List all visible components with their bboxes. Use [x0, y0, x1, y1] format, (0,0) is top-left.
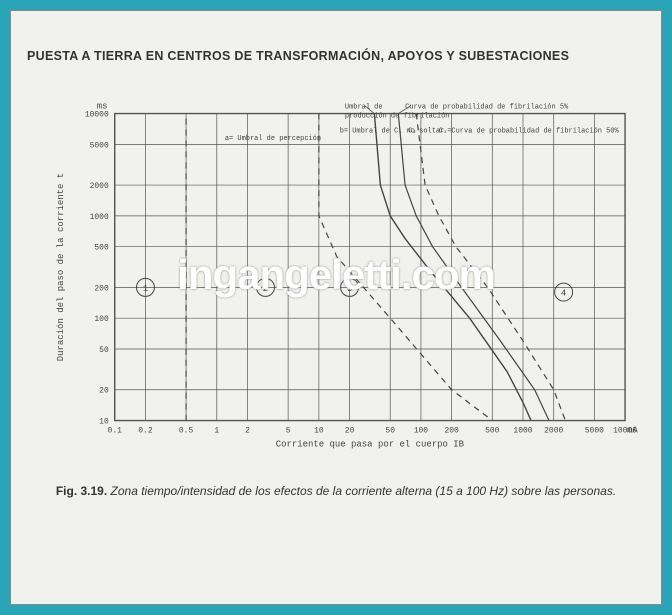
svg-text:1000: 1000	[90, 213, 109, 222]
svg-text:100: 100	[94, 315, 109, 324]
c3-prob-50	[416, 114, 565, 421]
log-log-chart: 0.1 0.2 0.5 1 2 5 10 20 50 100 200 500 1000 2000 5000 1…	[27, 91, 645, 471]
svg-text:5000: 5000	[585, 427, 604, 436]
svg-text:50: 50	[99, 346, 109, 355]
svg-text:500: 500	[94, 244, 109, 253]
svg-text:3: 3	[347, 284, 352, 294]
svg-text:10000: 10000	[85, 111, 109, 120]
svg-text:mA: mA	[627, 426, 638, 436]
svg-text:1000: 1000	[513, 427, 532, 436]
svg-text:producción de fibrilación: producción de fibrilación	[345, 113, 450, 121]
svg-text:4: 4	[561, 289, 566, 299]
document-page: PUESTA A TIERRA EN CENTROS DE TRANSFORMA…	[10, 10, 662, 605]
svg-text:10: 10	[99, 418, 109, 427]
svg-text:5000: 5000	[90, 141, 109, 150]
svg-text:200: 200	[444, 427, 459, 436]
caption-label: Fig. 3.19.	[56, 484, 107, 498]
page-title: PUESTA A TIERRA EN CENTROS DE TRANSFORMA…	[27, 49, 645, 63]
svg-text:5: 5	[286, 427, 291, 436]
svg-text:Curva de probabilidad de fibri: Curva de probabilidad de fibrilación 5%	[405, 104, 569, 112]
svg-text:Corriente que pasa por el cuer: Corriente que pasa por el cuerpo IB	[276, 439, 465, 449]
svg-text:20: 20	[345, 427, 355, 436]
chart-area: 0.1 0.2 0.5 1 2 5 10 20 50 100 200 500 1000 2000 5000 1…	[27, 91, 645, 471]
b-letgo	[319, 114, 492, 421]
svg-text:500: 500	[485, 427, 500, 436]
svg-text:200: 200	[94, 284, 109, 293]
svg-text:Umbral de: Umbral de	[345, 104, 383, 112]
svg-text:2: 2	[263, 284, 268, 294]
svg-text:2000: 2000	[544, 427, 563, 436]
svg-text:2000: 2000	[90, 182, 109, 191]
svg-text:Duración del paso de la corrie: Duración del paso de la corriente t	[56, 173, 66, 361]
svg-text:1: 1	[143, 284, 148, 294]
svg-text:C₃=Curva de probabilidad de fi: C₃=Curva de probabilidad de fibrilación …	[439, 128, 620, 136]
svg-text:b= Umbral de C₁ no soltar: b= Umbral de C₁ no soltar	[340, 128, 445, 136]
svg-text:C₂: C₂	[408, 128, 416, 136]
svg-text:a= Umbral de percepción: a= Umbral de percepción	[225, 135, 321, 143]
svg-text:0.2: 0.2	[138, 427, 153, 436]
svg-text:50: 50	[385, 427, 395, 436]
svg-text:2: 2	[245, 427, 250, 436]
svg-text:10: 10	[314, 427, 324, 436]
svg-text:ms: ms	[97, 102, 108, 112]
svg-text:0.1: 0.1	[108, 427, 123, 436]
svg-text:0.5: 0.5	[179, 427, 194, 436]
c1-fibrillation-onset	[374, 114, 531, 421]
caption-text: Zona tiempo/intensidad de los efectos de…	[111, 484, 617, 498]
svg-text:100: 100	[414, 427, 429, 436]
svg-text:1: 1	[214, 427, 219, 436]
svg-text:20: 20	[99, 387, 109, 396]
figure-caption: Fig. 3.19. Zona tiempo/intensidad de los…	[27, 483, 645, 499]
